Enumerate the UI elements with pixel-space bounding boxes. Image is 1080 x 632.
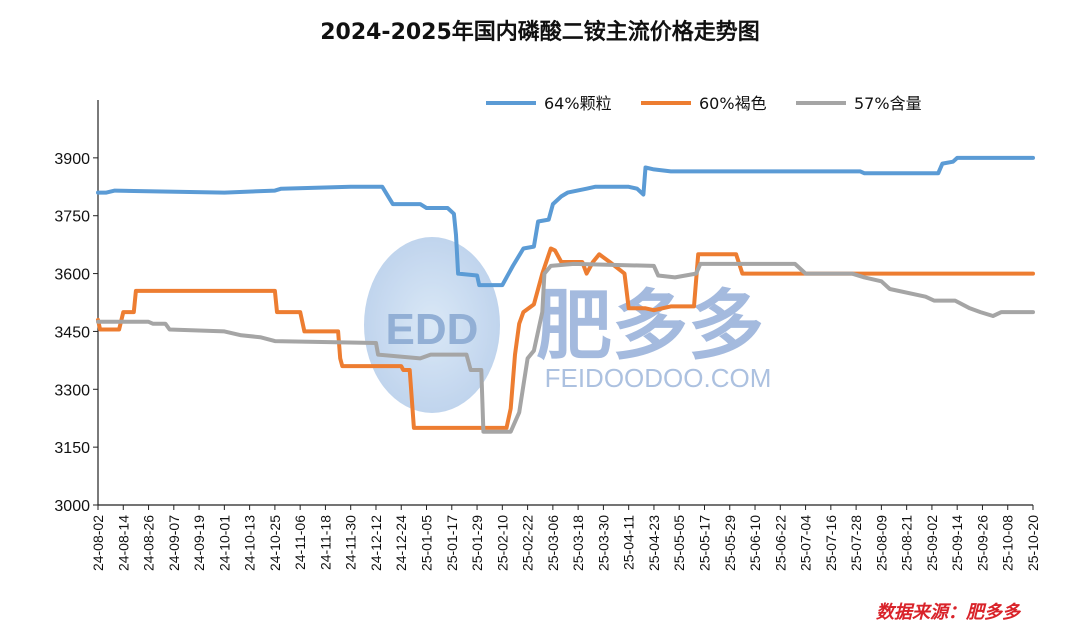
x-tick-label: 25-04-23 [646, 515, 662, 571]
x-tick-label: 24-11-18 [317, 515, 333, 570]
x-tick-label: 24-12-24 [393, 515, 409, 571]
x-tick-label: 25-07-28 [848, 515, 864, 571]
legend-label-57: 57%含量 [854, 94, 922, 113]
x-tick-label: 25-06-10 [747, 515, 763, 571]
x-tick-label: 24-11-06 [292, 515, 308, 570]
x-tick-label: 24-08-02 [90, 515, 106, 571]
x-tick-label: 25-09-14 [949, 515, 965, 571]
legend-label-60: 60%褐色 [699, 94, 767, 113]
watermark-logo-icon [364, 237, 500, 413]
x-tick-label: 24-08-26 [141, 515, 157, 571]
x-tick-label: 25-07-04 [798, 515, 814, 571]
x-tick-label: 24-09-19 [191, 515, 207, 571]
x-tick-label: 24-10-13 [242, 515, 258, 571]
x-tick-label: 25-02-10 [494, 515, 510, 571]
y-tick-label: 3750 [54, 209, 90, 226]
series-line-2 [96, 261, 1035, 434]
x-tick-label: 25-01-29 [469, 515, 485, 571]
x-ticks: 24-08-02 24-08-14 24-08-26 24-09-07 24-09-19… [90, 505, 1041, 571]
x-tick-label: 24-10-25 [267, 515, 283, 571]
y-tick-label: 3000 [54, 498, 90, 515]
x-tick-label: 24-08-14 [115, 515, 131, 571]
x-tick-label: 25-10-20 [1025, 515, 1041, 571]
watermark: EDD 肥多多 FEIDOODOO.COM [364, 237, 771, 413]
y-tick-label: 3300 [54, 382, 90, 399]
x-tick-label: 25-08-09 [873, 515, 889, 571]
x-tick-label: 25-05-29 [722, 515, 738, 571]
data-source: 数据来源：肥多多 [876, 602, 1020, 623]
series-line-0 [96, 155, 1035, 288]
y-ticks: 3000 3150 3300 3450 3600 3750 3900 [54, 151, 98, 515]
x-tick-label: 24-12-12 [368, 515, 384, 571]
series-lines [96, 155, 1035, 434]
chart-title: 2024-2025年国内磷酸二铵主流价格走势图 [320, 20, 760, 45]
legend-item-60: 60%褐色 [641, 94, 767, 113]
x-tick-label: 25-05-17 [696, 515, 712, 571]
watermark-brand: 肥多多 [536, 281, 764, 370]
series-line-1 [96, 246, 1035, 430]
legend-label-64: 64%颗粒 [544, 94, 612, 113]
x-tick-label: 25-05-05 [671, 515, 687, 571]
y-tick-label: 3600 [54, 267, 90, 284]
legend: 64%颗粒 60%褐色 57%含量 [486, 94, 922, 113]
legend-item-57: 57%含量 [796, 94, 922, 113]
y-tick-label: 3150 [54, 440, 90, 457]
x-tick-label: 25-02-22 [520, 515, 536, 571]
x-tick-label: 24-11-30 [343, 515, 359, 570]
legend-item-64: 64%颗粒 [486, 94, 612, 113]
x-tick-label: 25-09-02 [924, 515, 940, 571]
x-tick-label: 25-09-26 [974, 515, 990, 571]
x-tick-label: 25-01-05 [419, 515, 435, 571]
y-tick-label: 3900 [54, 151, 90, 168]
x-tick-label: 25-01-17 [444, 515, 460, 571]
y-tick-label: 3450 [54, 324, 90, 341]
x-tick-label: 24-10-01 [216, 515, 232, 571]
x-tick-label: 25-04-11 [621, 515, 637, 570]
x-tick-label: 25-08-21 [899, 515, 915, 571]
x-tick-label: 25-03-30 [595, 515, 611, 571]
x-tick-label: 24-09-07 [166, 515, 182, 571]
x-tick-label: 25-07-16 [823, 515, 839, 571]
x-tick-label: 25-03-06 [545, 515, 561, 571]
x-tick-label: 25-03-18 [570, 515, 586, 571]
x-tick-label: 25-10-08 [1000, 515, 1016, 571]
watermark-domain: FEIDOODOO.COM [545, 363, 772, 393]
watermark-logo-text: EDD [386, 305, 479, 354]
x-tick-label: 25-06-22 [772, 515, 788, 571]
